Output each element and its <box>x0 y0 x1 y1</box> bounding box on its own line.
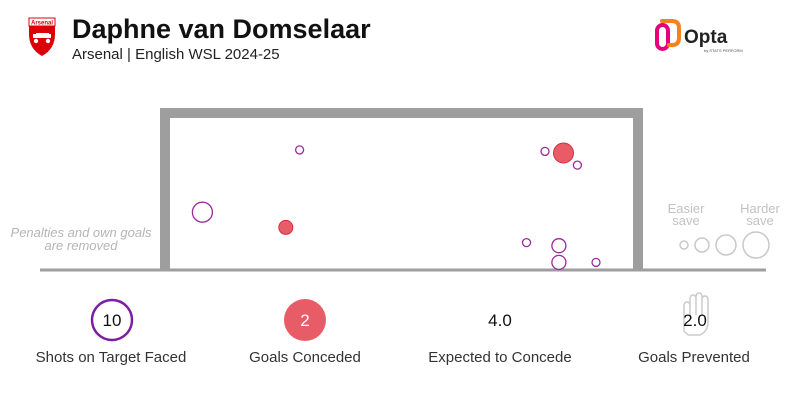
stat-goals-conceded-label: Goals Conceded <box>249 349 361 366</box>
legend-easier-label-1: Easier <box>668 201 706 216</box>
stat-shots-faced-label: Shots on Target Faced <box>36 349 187 366</box>
goal-conceded-point <box>553 142 574 164</box>
opta-logo: Opta by STATS PERFORM <box>655 19 743 53</box>
save-point <box>294 145 305 155</box>
stat-expected-concede-label: Expected to Concede <box>428 349 571 366</box>
legend-size-circle <box>694 237 710 253</box>
opta-mark-icon <box>655 19 681 51</box>
stat-goals-prevented-value: 2.0 <box>683 311 707 330</box>
save-point <box>521 237 532 248</box>
legend-easier-label-2: save <box>672 213 699 228</box>
legend-size-circle <box>679 240 689 250</box>
stat-ring-marker <box>90 298 134 342</box>
page-title: Daphne van Domselaar <box>72 14 371 44</box>
stat-expected-concede-value: 4.0 <box>488 311 512 330</box>
arsenal-crest-icon: Arsenal <box>28 17 56 56</box>
stat-shots-faced-value: 10 <box>103 311 122 330</box>
legend-size-scale <box>679 231 770 259</box>
save-point <box>191 201 214 223</box>
stat-goals-conceded-value: 2 <box>300 311 309 330</box>
goal-conceded-point <box>278 219 294 235</box>
shot-markers <box>191 142 601 271</box>
goalkeeper-glove-icon <box>683 292 709 336</box>
save-point <box>591 257 601 268</box>
opta-byline: by STATS PERFORM <box>704 48 743 53</box>
save-point <box>551 238 567 254</box>
stat-shots-faced: 10 Shots on Target Faced <box>36 298 187 366</box>
opta-wordmark: Opta <box>684 27 728 48</box>
legend-size-circle <box>742 231 770 259</box>
save-point <box>540 146 550 157</box>
stat-goals-prevented: 2.0 Goals Prevented <box>638 292 750 366</box>
crest-text: Arsenal <box>31 21 53 27</box>
stat-goals-conceded: 2 Goals Conceded <box>249 299 361 366</box>
legend-harder-label-2: save <box>746 213 773 228</box>
goal-frame <box>160 108 643 270</box>
stat-filled-marker <box>284 299 326 341</box>
page-subtitle: Arsenal | English WSL 2024-25 <box>72 46 280 63</box>
legend-size-circle <box>715 234 737 256</box>
stat-expected-concede: 4.0 Expected to Concede <box>428 311 571 366</box>
note-line-2: are removed <box>45 238 119 253</box>
note-line-1: Penalties and own goals <box>11 225 152 240</box>
stat-goals-prevented-label: Goals Prevented <box>638 349 750 366</box>
legend-harder-label-1: Harder <box>740 201 780 216</box>
save-point <box>572 160 583 170</box>
save-point <box>551 254 567 271</box>
